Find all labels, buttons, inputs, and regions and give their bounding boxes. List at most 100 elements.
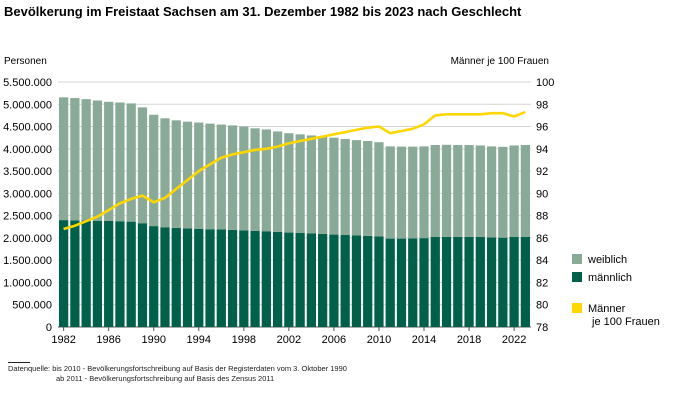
y-left-tick-label: 1.000.000	[3, 277, 52, 289]
bar-weiblich-2019	[475, 145, 485, 238]
y-left-tick-label: 4.000.000	[3, 144, 52, 156]
bar-maennlich-2012	[396, 238, 407, 327]
bar-weiblich-2022	[509, 145, 519, 238]
bar-weiblich-1989	[137, 107, 148, 224]
bar-weiblich-2011	[385, 146, 395, 239]
bar-maennlich-2015	[430, 237, 440, 327]
legend-label-ratio-line2: je 100 Frauen	[591, 316, 660, 328]
ratio-line	[63, 110, 526, 231]
bar-weiblich-1985	[92, 100, 103, 221]
y-right-tick-label: 94	[536, 144, 548, 156]
legend-label-maennlich: männlich	[588, 272, 632, 284]
bar-weiblich-2001	[272, 131, 283, 232]
source-line-2: ab 2011 - Bevölkerungsfortschreibung auf…	[56, 374, 275, 383]
bar-maennlich-1988	[126, 221, 136, 327]
bar-maennlich-1982	[59, 220, 69, 327]
legend-label-weiblich: weiblich	[587, 254, 627, 266]
bar-weiblich-1986	[104, 101, 114, 221]
chart-title: Bevölkerung im Freistaat Sachsen am 31. …	[4, 4, 522, 19]
bar-maennlich-2010	[374, 236, 384, 327]
bar-weiblich-2018	[464, 145, 474, 237]
bar-maennlich-1990	[149, 226, 159, 327]
bar-weiblich-2000	[261, 129, 271, 232]
bar-maennlich-2014	[419, 238, 429, 327]
bar-weiblich-2015	[430, 145, 440, 238]
bar-maennlich-1991	[160, 227, 170, 327]
bar-weiblich-2003	[295, 134, 305, 234]
bar-maennlich-2019	[475, 237, 485, 327]
y-right-tick-label: 86	[536, 233, 548, 245]
bar-maennlich-1993	[182, 228, 193, 327]
legend-swatch-maennlich	[572, 272, 582, 282]
legend-swatch-ratio	[572, 303, 582, 313]
y-right-tick-label: 100	[536, 77, 554, 89]
y-left-tick-label: 2.500.000	[3, 211, 52, 223]
bar-maennlich-2006	[329, 234, 339, 327]
y-left-tick-label: 5.500.000	[3, 77, 52, 89]
bar-maennlich-2011	[385, 238, 395, 327]
bar-maennlich-1989	[137, 223, 148, 327]
bar-weiblich-2007	[340, 139, 350, 236]
source-note: Datenquelle: bis 2010 - Bevölkerungsfort…	[8, 362, 347, 384]
y-left-tick-label: 2.000.000	[3, 233, 52, 245]
bar-maennlich-1994	[194, 228, 204, 327]
bar-weiblich-1996	[216, 124, 226, 230]
right-axis-title: Männer je 100 Frauen	[451, 56, 549, 67]
bar-weiblich-2023	[520, 145, 530, 237]
x-tick-label: 1986	[96, 334, 120, 346]
bar-maennlich-2016	[441, 236, 452, 327]
bar-maennlich-2017	[453, 236, 463, 327]
bar-maennlich-2003	[295, 233, 305, 327]
bar-weiblich-1990	[149, 114, 159, 227]
bar-maennlich-2021	[498, 237, 508, 327]
bar-maennlich-2001	[272, 231, 283, 327]
bar-weiblich-1983	[70, 98, 80, 221]
bar-weiblich-1987	[115, 102, 125, 222]
bar-weiblich-2017	[453, 145, 463, 237]
x-tick-label: 2010	[367, 334, 391, 346]
axes: Personen Männer je 100 Frauen 0 500.000 1.…	[3, 56, 554, 346]
bar-maennlich-1984	[81, 220, 91, 327]
x-tick-label: 1990	[141, 334, 165, 346]
bar-weiblich-1991	[160, 118, 170, 228]
bar-weiblich-2021	[498, 146, 508, 238]
legend-swatch-weiblich	[572, 254, 582, 264]
bar-maennlich-2004	[306, 233, 317, 327]
y-left-tick-label: 1.500.000	[3, 255, 52, 267]
bar-weiblich-2020	[486, 146, 497, 238]
ratio-line-series	[63, 110, 526, 231]
source-line-1: Datenquelle: bis 2010 - Bevölkerungsfort…	[8, 364, 347, 373]
x-tick-label: 2002	[277, 334, 301, 346]
bar-weiblich-1999	[250, 128, 260, 231]
bar-weiblich-2004	[306, 135, 317, 234]
x-tick-label: 2014	[412, 334, 436, 346]
bar-maennlich-2002	[284, 232, 294, 327]
bar-maennlich-1992	[171, 227, 181, 327]
bar-weiblich-2013	[408, 146, 418, 239]
y-right-tick-label: 78	[536, 322, 548, 334]
x-tick-label: 1982	[51, 334, 75, 346]
bar-weiblich-1995	[205, 123, 215, 230]
x-tick-label: 2006	[322, 334, 346, 346]
y-right-tick-label: 98	[536, 99, 548, 111]
y-right-tick-label: 82	[536, 277, 548, 289]
bar-maennlich-1985	[92, 220, 103, 327]
bar-weiblich-2009	[363, 141, 373, 236]
legend: weiblich männlich Männer je 100 Frauen	[572, 254, 660, 328]
bar-weiblich-1998	[239, 126, 249, 231]
bar-weiblich-2012	[396, 146, 407, 239]
bar-weiblich-1994	[194, 122, 204, 229]
bar-maennlich-2013	[408, 238, 418, 327]
bar-maennlich-1995	[205, 229, 215, 327]
bar-weiblich-1997	[227, 125, 238, 230]
y-left-tick-label: 0	[46, 322, 52, 334]
bar-maennlich-2008	[351, 235, 362, 327]
bar-maennlich-2000	[261, 231, 271, 327]
bar-weiblich-1982	[59, 97, 69, 221]
bar-maennlich-2023	[520, 236, 530, 327]
bar-maennlich-2005	[318, 233, 328, 327]
y-right-tick-label: 84	[536, 255, 548, 267]
left-axis-title: Personen	[4, 56, 47, 67]
x-tick-label: 1998	[232, 334, 256, 346]
